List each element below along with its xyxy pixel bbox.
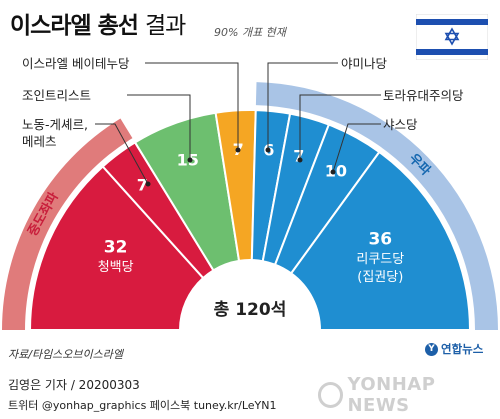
chart-title: 이스라엘 총선 결과 — [10, 6, 186, 40]
watermark-text: YONHAP NEWS — [347, 374, 436, 416]
leader-dot-3 — [235, 147, 241, 153]
title-main: 이스라엘 총선 — [10, 13, 139, 39]
seat-party-label-7-0: 리쿠드당 — [356, 252, 404, 267]
leader-dot-4 — [265, 147, 271, 153]
leader-line-6 — [332, 123, 381, 173]
seat-segment-0 — [28, 165, 205, 331]
label-utj: 토라유대주의당 — [383, 88, 464, 103]
yonhap-logo: Y 연합뉴스 — [425, 341, 483, 357]
seat-party-label-0-0: 청백당 — [98, 260, 134, 275]
leader-dot-2 — [187, 157, 193, 163]
label-labor-line1: 노동-게셰르, — [22, 117, 88, 132]
label-joint-list: 조인트리스트 — [22, 88, 92, 103]
seat-count-7: 36 — [368, 230, 392, 250]
leader-dot-5 — [297, 157, 303, 163]
bloc-band-0 — [2, 118, 133, 330]
seat-count-5: 7 — [293, 146, 304, 165]
label-beiteinu: 이스라엘 베이테누당 — [22, 56, 130, 71]
bloc-band-1 — [255, 82, 498, 330]
author-credit: 김영은 기자 / 20200303 — [8, 378, 140, 392]
chart-subtitle: 90% 개표 현재 — [214, 26, 286, 39]
watermark: YONHAP NEWS — [318, 374, 500, 416]
title-sub: 결과 — [144, 13, 186, 39]
seat-segment-7 — [289, 150, 472, 331]
label-labor-line2: 메레츠 — [22, 134, 57, 149]
leader-line-3 — [145, 62, 239, 150]
label-shas: 샤스당 — [383, 117, 418, 132]
watermark-icon — [318, 382, 344, 408]
total-seats-label: 총 120석 — [214, 300, 287, 320]
yonhap-logo-icon: Y — [425, 342, 438, 356]
leader-dot-1 — [145, 181, 151, 187]
leader-line-2 — [127, 94, 191, 160]
leader-line-5 — [299, 94, 381, 160]
source-note: 자료/타임스오브이스라엘 — [8, 348, 124, 361]
leader-dot-6 — [330, 169, 336, 175]
israel-flag-icon — [416, 14, 488, 60]
seat-count-6: 10 — [325, 161, 347, 180]
leader-line-4 — [267, 62, 338, 150]
yonhap-logo-text: 연합뉴스 — [441, 342, 484, 356]
social-credit: 트위터 @yonhap_graphics 페이스북 tuney.kr/LeYN1 — [8, 399, 277, 412]
seat-count-1: 7 — [137, 175, 148, 194]
seat-count-0: 32 — [104, 237, 128, 257]
label-yamina: 야미나당 — [341, 56, 388, 71]
leader-line-1 — [95, 123, 149, 185]
seat-party-label-7-1: (집권당) — [357, 270, 403, 285]
